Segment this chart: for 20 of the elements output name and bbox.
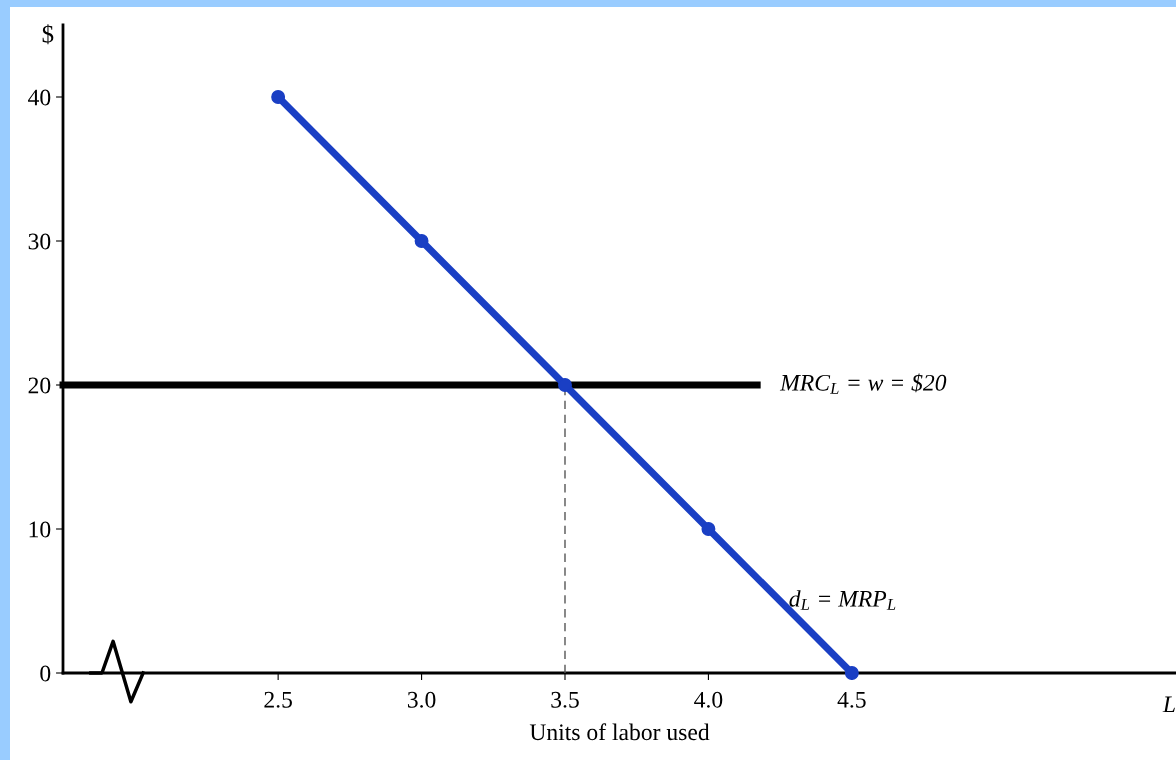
y-tick-label: 0 (40, 665, 51, 682)
text: L (1162, 696, 1175, 713)
x-axis-title: Units of labor used (529, 723, 710, 741)
y-axis-title: $ (42, 24, 54, 45)
series-label: d$_{L}$ = MRP$_{L}$ (789, 590, 896, 610)
x-tick-label: 3.5 (551, 691, 579, 708)
x-tick-label: 4.0 (694, 691, 723, 708)
point (844, 666, 859, 680)
x-tick-label: 3.0 (407, 691, 436, 708)
point (271, 90, 286, 104)
series-label: MRC$_{L}$ = w = $20 (779, 373, 947, 394)
point (414, 234, 429, 248)
y-tick-label: 10 (29, 521, 51, 538)
x-tick-label: 2.5 (264, 691, 292, 708)
point (701, 522, 716, 536)
y-tick-label: 20 (28, 377, 51, 394)
x-tick-label: 4.5 (837, 691, 866, 708)
y-tick-label: 40 (28, 89, 51, 106)
y-tick-label: 30 (28, 233, 51, 250)
point (558, 378, 572, 392)
